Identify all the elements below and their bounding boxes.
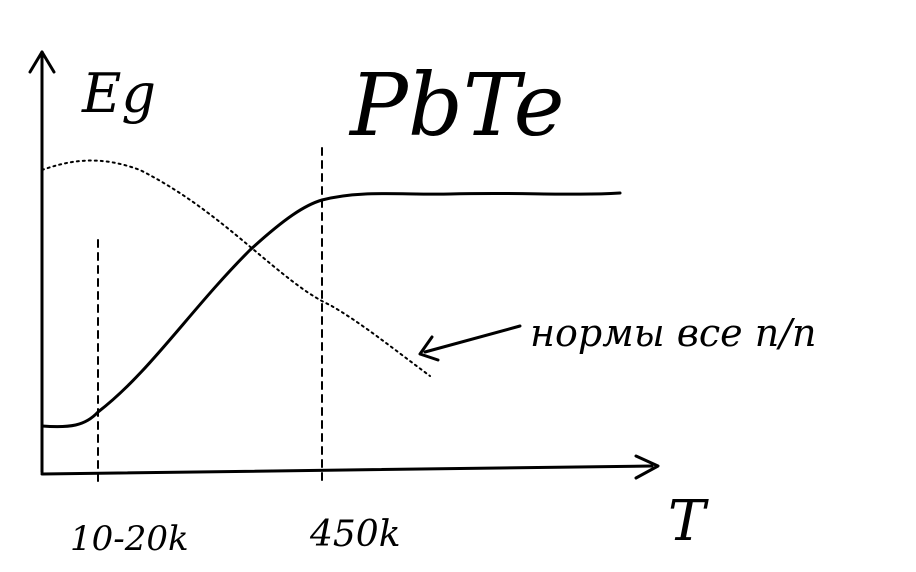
- x-axis: [40, 464, 654, 476]
- x-axis-label: T: [668, 489, 709, 554]
- low-temperature-label: 10-20k: [70, 519, 189, 559]
- annotation-arrow: [418, 324, 522, 362]
- high-temperature-label: 450k: [309, 514, 401, 555]
- axes: [28, 50, 660, 480]
- arrow-shaft: [423, 324, 522, 354]
- y-axis-label: Eg: [81, 62, 156, 125]
- arrow-head: [418, 335, 440, 362]
- normal-semiconductors-curve: [41, 159, 431, 377]
- normal-semiconductors-annotation: нормы все п/п: [530, 311, 816, 355]
- diagram-title: PbTe: [348, 56, 565, 156]
- y-axis-arrowhead: [28, 50, 56, 74]
- pbte-band-gap-curve: [40, 191, 622, 429]
- x-axis-arrowhead: [634, 454, 660, 480]
